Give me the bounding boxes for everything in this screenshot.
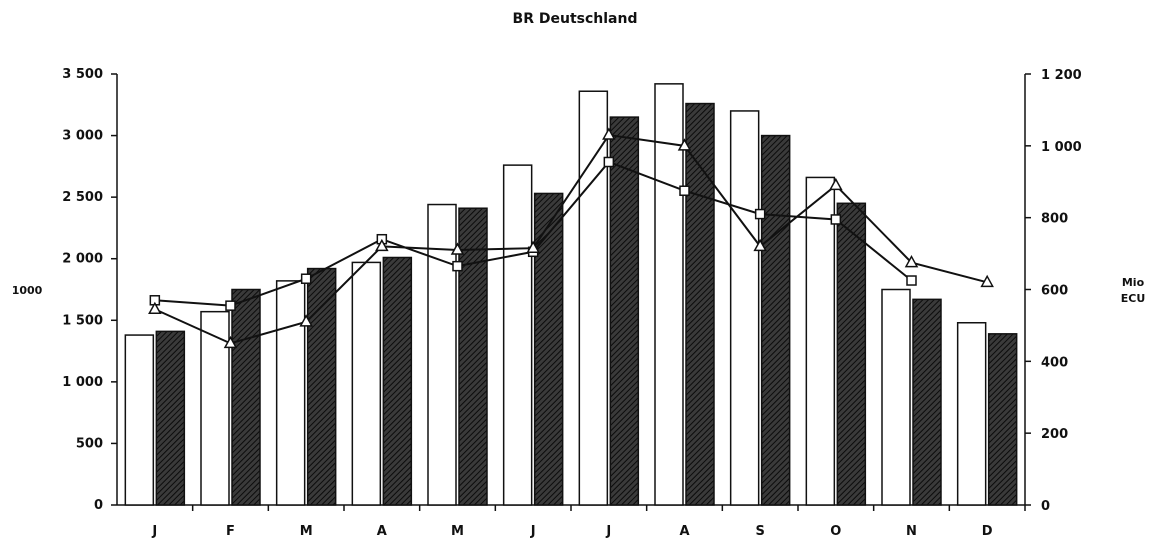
x-axis-tick-label: J	[530, 524, 536, 539]
bar-hatched	[912, 298, 942, 506]
square-marker	[754, 208, 766, 220]
line-series-triangle	[154, 133, 988, 345]
bar-white	[351, 261, 382, 506]
right-axis-tick-label: 0	[1041, 499, 1050, 514]
square-marker	[452, 260, 463, 272]
triangle-marker	[602, 127, 616, 140]
right-axis-tick-label: 1 000	[1041, 140, 1082, 155]
square-marker	[603, 156, 615, 168]
x-axis-tick-label: A	[679, 524, 689, 539]
triangle-marker	[980, 274, 994, 288]
right-axis-unit-label-line1: Mio	[1122, 276, 1145, 289]
square-marker	[830, 214, 842, 225]
left-axis-tick-label: 3 500	[62, 67, 103, 82]
right-axis-tick-label: 800	[1041, 212, 1068, 227]
x-axis-tick-label: S	[755, 524, 764, 539]
bar-white	[275, 280, 306, 506]
bar-hatched	[609, 116, 640, 506]
x-axis-tick-label: N	[906, 524, 917, 539]
right-axis-unit-label-line2: ECU	[1121, 292, 1146, 305]
left-axis-tick-label: 1 500	[62, 313, 103, 328]
triangle-marker	[829, 177, 843, 191]
line-series-square	[154, 160, 913, 307]
bar-hatched	[306, 267, 337, 506]
triangle-marker	[450, 242, 465, 255]
bar-hatched	[760, 134, 791, 506]
bar-white	[881, 288, 911, 506]
bar-hatched	[155, 330, 186, 506]
bar-hatched	[987, 333, 1018, 506]
triangle-marker	[223, 335, 238, 349]
x-axis-tick-label: F	[226, 524, 235, 539]
chart-title: BR Deutschland	[513, 11, 638, 27]
triangle-marker	[753, 238, 767, 252]
left-axis-tick-label: 3 000	[62, 129, 103, 144]
x-axis-tick-label: M	[300, 524, 313, 539]
bar-hatched	[382, 256, 413, 506]
bar-white	[502, 164, 533, 506]
plot-area: 0 500 1 000 1 500 2 000 2 500 3 000 3 500 0 200 40…	[62, 67, 1081, 539]
triangle-marker	[526, 240, 540, 253]
bar-hatched	[836, 202, 867, 506]
right-axis-tick-label: 200	[1041, 427, 1068, 442]
square-marker	[300, 273, 312, 284]
x-axis-tick-label: J	[151, 524, 157, 539]
right-axis-tick-label: 1 200	[1041, 68, 1082, 83]
left-axis-tick-label: 2 000	[62, 252, 103, 267]
left-axis-tick-label: 2 500	[62, 190, 103, 205]
left-axis-tick-label: 0	[94, 498, 103, 513]
x-axis-tick-label: M	[451, 524, 464, 539]
bar-white	[729, 110, 760, 506]
right-axis-tick-label: 400	[1041, 355, 1068, 370]
x-axis-tick-label: A	[377, 524, 387, 539]
triangle-marker	[904, 255, 919, 268]
square-marker	[679, 185, 690, 196]
triangle-marker	[148, 301, 162, 315]
bar-hatched	[231, 288, 261, 506]
right-axis-tick-label: 600	[1041, 284, 1068, 299]
x-axis-tick-label: D	[982, 524, 993, 539]
x-axis-tick-label: O	[830, 524, 841, 539]
bar-white	[578, 90, 609, 506]
bar-white	[956, 321, 987, 506]
left-axis-unit-label: 1000	[12, 284, 43, 297]
left-axis-tick-label: 1 000	[62, 375, 103, 390]
left-axis-tick-label: 500	[76, 436, 103, 451]
x-axis-tick-label: J	[605, 524, 611, 539]
bar-hatched	[458, 207, 488, 506]
triangle-marker	[375, 238, 389, 252]
square-marker	[906, 275, 917, 286]
square-marker	[225, 300, 236, 311]
triangle-marker	[299, 314, 313, 327]
triangle-marker	[677, 138, 692, 151]
bar-white	[200, 310, 230, 506]
bar-white	[124, 334, 155, 506]
bar-white	[805, 176, 836, 506]
bar-hatched	[685, 102, 715, 506]
bar-white	[654, 83, 684, 506]
